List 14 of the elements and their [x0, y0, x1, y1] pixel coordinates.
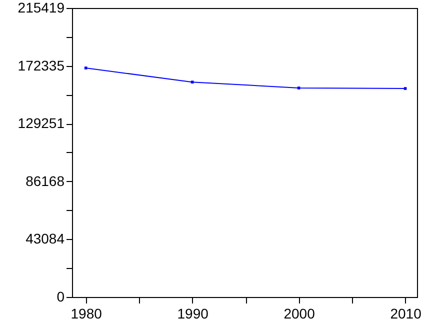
y-tick-label: 0 [56, 288, 65, 304]
y-tick-label: 172335 [18, 57, 65, 74]
y-tick-label: 43084 [26, 230, 65, 247]
point [297, 86, 300, 90]
y-tick-label: 215419 [18, 0, 65, 16]
point [190, 80, 194, 84]
y-tick-label: 129251 [18, 115, 65, 132]
point [404, 87, 407, 90]
x-tick-label: 2010 [390, 306, 422, 322]
x-tick-label: 1990 [177, 306, 209, 322]
y-tick-label: 86168 [26, 172, 65, 189]
point [84, 66, 88, 70]
x-tick-label: 2000 [284, 306, 316, 322]
x-tick-label: 1980 [70, 306, 102, 322]
